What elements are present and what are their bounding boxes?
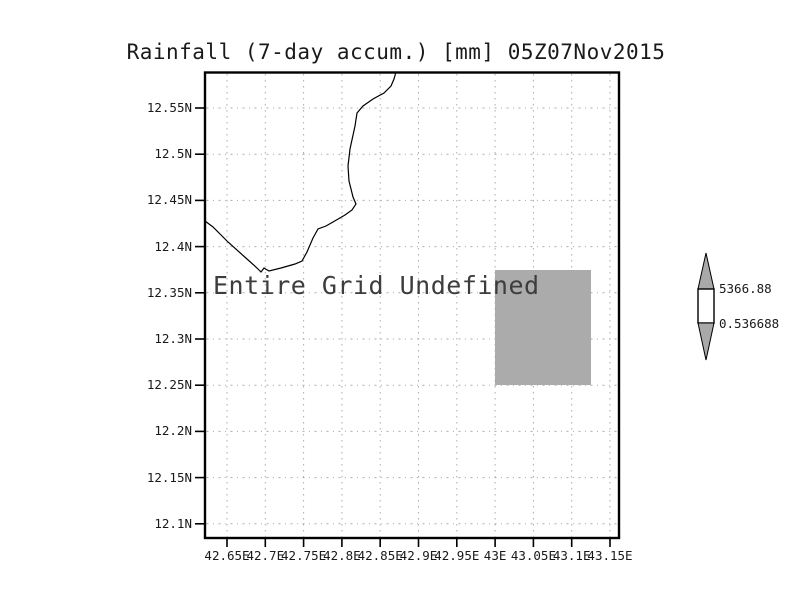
x-tick-label: 42.85E [357,548,403,563]
plot-title: Rainfall (7-day accum.) [mm] 05Z07Nov201… [126,40,666,64]
colorbar-min-label: 0.536688 [719,316,780,331]
x-tick-label: 42.8E [323,548,361,563]
plot-border [203,71,621,540]
x-tick-label: 42.65E [204,548,250,563]
x-tick-label: 43E [483,548,507,563]
y-tick-label: 12.5N [154,146,192,162]
colorbar-box [697,288,715,324]
shaded-region [495,270,591,385]
x-tick-label: 42.9E [399,548,438,563]
y-tick-label: 12.15N [146,469,192,485]
undefined-grid-annotation: Entire Grid Undefined [213,271,540,300]
coastline-path [204,71,397,273]
y-tick-label: 12.4N [154,238,192,254]
y-tick-label: 12.2N [154,423,192,439]
y-tick-label: 12.55N [146,100,192,115]
y-tick-label: 12.25N [146,377,192,393]
x-tick-label: 42.75E [281,548,327,563]
x-tick-label: 43.05E [510,548,556,563]
x-tick-label: 43.15E [587,548,633,563]
colorbar-up-arrow [697,252,715,290]
y-tick-label: 12.35N [146,284,192,300]
colorbar-down-arrow [697,322,715,361]
y-tick-label: 12.45N [146,192,192,208]
x-tick-label: 42.7E [246,548,285,563]
x-tick-label: 43.1E [552,548,591,563]
y-tick-label: 12.3N [154,331,192,346]
x-tick-label: 42.95E [434,548,480,563]
y-tick-label: 12.1N [154,515,192,531]
colorbar-max-label: 5366.88 [719,281,772,296]
